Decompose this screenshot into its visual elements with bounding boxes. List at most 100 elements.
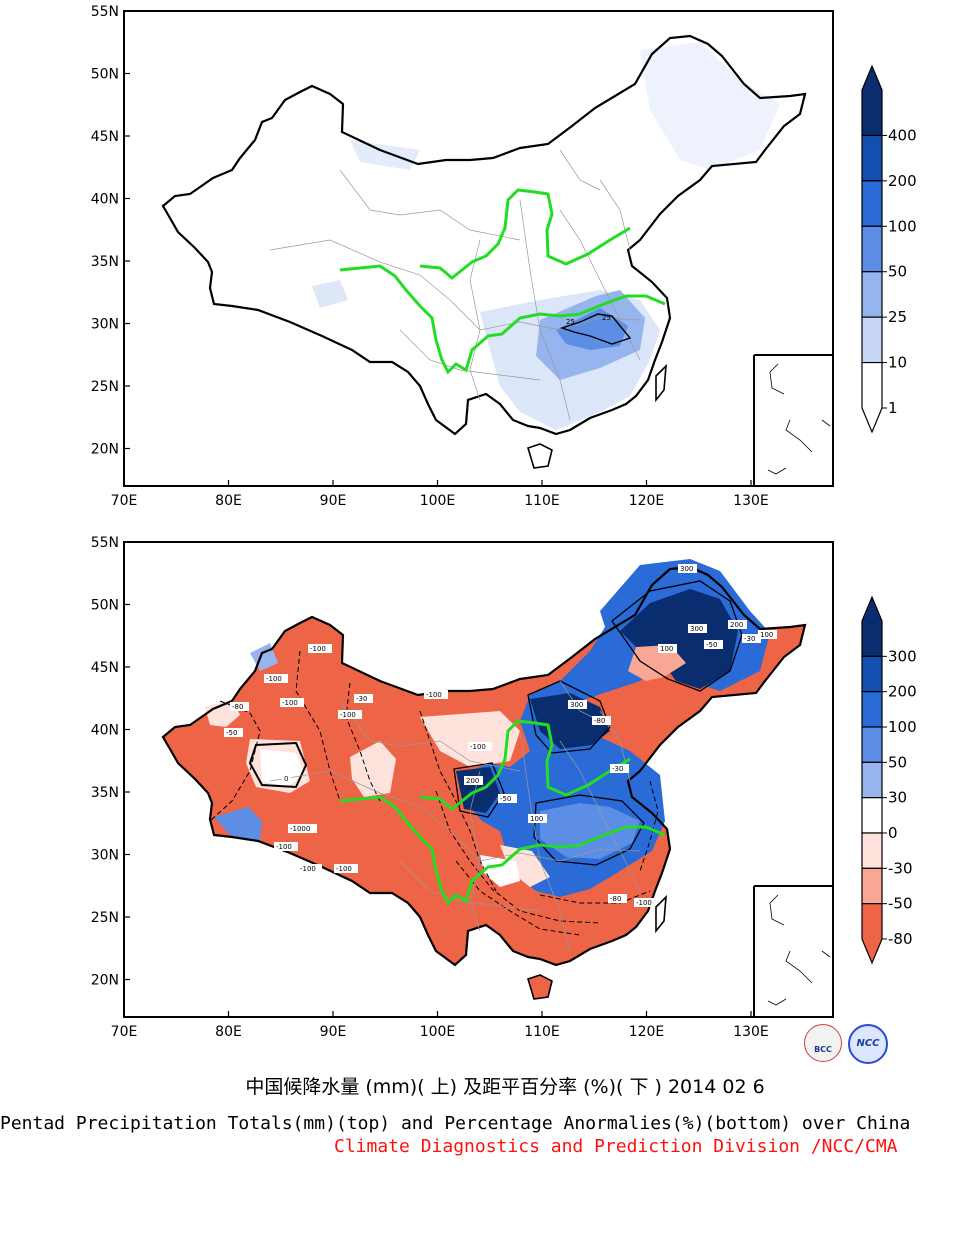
contour-label-bg [338,710,362,719]
contour-label-bg [658,644,677,653]
lat-tick-label: 35N [91,254,119,270]
contour-label: -100 [636,899,652,907]
contour-label-bg [308,644,332,653]
contour-label-bg [742,634,761,643]
colorbar-label: 200 [888,172,917,190]
colorbar-label: -30 [888,859,913,877]
contour-label-bg [592,716,611,725]
lat-tick-label: 55N [91,535,119,551]
lon-tick-label: 90E [320,493,347,509]
bottom-map-panel: -100-100-80-50-100-100-30 -100-100-1000-1… [91,535,917,1040]
lat-tick-label: 25N [91,379,119,395]
colorbar-label: 25 [888,308,907,326]
colorbar-segment [861,134,883,182]
contour-label-bg [280,698,304,707]
top-colorbar: 400 200 100 50 25 10 1 [861,64,917,434]
lon-tick-label: 110E [524,1024,560,1040]
ncc-logo-text: NCC [856,1038,880,1049]
contour-label-bg [464,776,483,785]
colorbar-label: 0 [888,824,898,842]
lon-tick-label: 100E [420,493,456,509]
bottom-taiwan [655,894,667,934]
colorbar-segment [861,726,883,763]
contour-label: 300 [690,625,703,633]
contour-label: -100 [426,691,442,699]
bottom-hainan [527,974,553,1000]
contour-label: -80 [610,895,621,903]
contour-label: -30 [744,635,755,643]
colorbar-label: 10 [888,354,907,372]
lon-tick-label: 130E [733,1024,769,1040]
lat-tick-label: 35N [91,785,119,801]
colorbar-segment [861,691,883,728]
contour-label: 100 [530,815,543,823]
colorbar-label: 30 [888,789,907,807]
contour-label-bg [468,742,492,751]
colorbar-label: 1 [888,399,898,417]
contour-label: 200 [730,621,743,629]
lat-tick-label: 45N [91,660,119,676]
colorbar-label: 50 [888,263,907,281]
contour-label: -100 [340,711,356,719]
lat-tick-label: 25N [91,910,119,926]
lon-tick-label: 110E [524,493,560,509]
lon-tick-label: 90E [320,1024,347,1040]
bottom-anomaly-fill [163,559,805,965]
contour-label-bg [282,774,291,783]
lon-tick-label: 80E [215,1024,242,1040]
lat-tick-label: 40N [91,723,119,739]
bottom-lon-axis: 70E 80E 90E 100E 110E 120E 130E [111,1011,769,1040]
top-map-panel: 25 25 55N 50N 45N 40N 35N 30N 25N 20N 70E 80E 90E… [91,4,917,509]
colorbar-segment [861,595,883,657]
bottom-contour-labels: -100-100-80-50-100-100-30 -100-100-1000-1… [224,564,777,907]
contour-label-bg [678,564,697,573]
colorbar-segment [861,361,883,434]
english-caption: Pentad Precipitation Totals(mm)(top) and… [0,1113,911,1134]
contour-label: 200 [466,777,479,785]
colorbar-label: 400 [888,126,917,144]
ncc-logo: NCC [848,1024,888,1064]
contour-label: -100 [282,699,298,707]
colorbar-segment [861,225,883,273]
division-caption: Climate Diagnostics and Prediction Divis… [334,1136,898,1157]
lat-tick-label: 20N [91,973,119,989]
contour-label-bg [758,630,777,639]
colorbar-segment [861,761,883,799]
contour-label: -30 [612,765,623,773]
contour-label: 0 [284,775,288,783]
lon-tick-label: 80E [215,493,242,509]
colorbar-label: 50 [888,753,907,771]
contour-label: -50 [226,729,237,737]
bcc-logo-text: BCC [814,1045,832,1054]
contour-label-bg [424,690,448,699]
contour-label: -50 [706,641,717,649]
contour-label: -100 [336,865,352,873]
colorbar-segment [861,64,883,137]
bcc-logo: BCC [804,1024,842,1062]
contour-label: 100 [760,631,773,639]
contour-label-bg [224,728,243,737]
contour-label-bg [704,640,723,649]
colorbar-segment [861,180,883,227]
top-contour-label: 25 [602,314,611,322]
colorbar-label: 300 [888,647,917,665]
bottom-lat-axis: 55N 50N 45N 40N 35N 30N 25N 20N [91,535,130,989]
contour-label-bg [568,700,587,709]
contour-label: -100 [276,843,292,851]
top-taiwan [655,363,667,403]
top-lon-axis: 70E 80E 90E 100E 110E 120E 130E [111,480,769,509]
contour-label: -30 [356,695,367,703]
contour-label-bg [688,624,707,633]
lat-tick-label: 45N [91,129,119,145]
top-hainan [527,443,553,469]
top-precip-fill [163,36,805,434]
colorbar-segment [861,271,883,318]
lat-tick-label: 30N [91,848,119,864]
colorbar-label: 100 [888,217,917,235]
contour-label-bg [274,842,298,851]
contour-label: -100 [470,743,486,751]
colorbar-segment [861,903,883,965]
contour-label-bg [334,864,358,873]
colorbar-segment [861,832,883,869]
